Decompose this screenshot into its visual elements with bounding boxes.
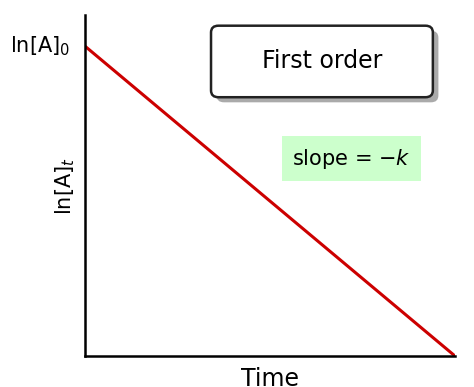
Y-axis label: ln[A]$_t$: ln[A]$_t$ <box>54 157 77 215</box>
Text: slope = $-k$: slope = $-k$ <box>292 147 411 171</box>
X-axis label: Time: Time <box>241 367 299 387</box>
FancyBboxPatch shape <box>211 26 433 97</box>
Text: ln[A]$_0$: ln[A]$_0$ <box>10 35 71 58</box>
Text: First order: First order <box>262 50 382 74</box>
FancyBboxPatch shape <box>217 31 438 102</box>
